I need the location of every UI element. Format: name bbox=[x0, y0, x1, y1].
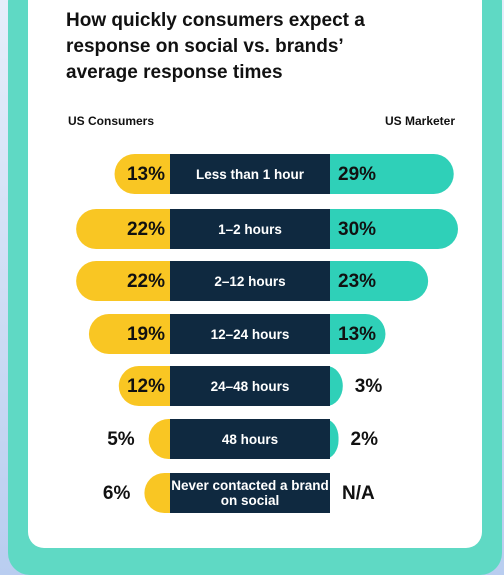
bar-left bbox=[76, 261, 190, 301]
bar-left bbox=[76, 209, 190, 249]
value-label: N/A bbox=[342, 483, 375, 504]
category-box bbox=[170, 154, 330, 194]
category-box bbox=[170, 314, 330, 354]
bar-left bbox=[88, 314, 190, 354]
value-label: 13% bbox=[127, 164, 165, 185]
value-label: 2% bbox=[351, 429, 379, 450]
category-box-text: 24–48 hours bbox=[210, 378, 290, 394]
title-box: How quickly consumers expect a response … bbox=[66, 10, 365, 83]
value-label: 12% bbox=[127, 376, 165, 397]
category-box-text: 2–12 hours bbox=[214, 273, 286, 289]
category-label: 2–12 hours bbox=[214, 273, 286, 289]
value-label: 30% bbox=[338, 219, 376, 240]
category-box-text: 12–24 hours bbox=[210, 326, 290, 342]
category-label: Less than 1 hour bbox=[195, 166, 305, 182]
category-label: 24–48 hours bbox=[210, 378, 290, 394]
value-label: 6% bbox=[103, 483, 131, 504]
value-label: 22% bbox=[127, 271, 165, 292]
value-label: 19% bbox=[127, 324, 165, 345]
value-label: 13% bbox=[338, 324, 376, 345]
legend-right: US Marketer bbox=[385, 114, 455, 128]
category-box bbox=[170, 419, 330, 459]
value-label: 29% bbox=[338, 164, 376, 185]
legend-left: US Consumers bbox=[68, 114, 154, 128]
category-box bbox=[170, 261, 330, 301]
category-box bbox=[170, 473, 330, 513]
value-label: 23% bbox=[338, 271, 376, 292]
category-box-text: 1–2 hours bbox=[218, 221, 282, 237]
category-box bbox=[170, 209, 330, 249]
category-box-text: Never contacted a brand on social bbox=[171, 478, 329, 508]
category-label: 12–24 hours bbox=[210, 326, 290, 342]
bar-right bbox=[310, 261, 429, 301]
value-label: 22% bbox=[127, 219, 165, 240]
bar-right bbox=[310, 209, 458, 249]
category-box bbox=[170, 366, 330, 406]
bar-right bbox=[310, 154, 454, 194]
value-label: 3% bbox=[355, 376, 383, 397]
category-box-text: Less than 1 hour bbox=[195, 166, 305, 182]
category-label: 48 hours bbox=[221, 431, 279, 447]
category-label: 1–2 hours bbox=[218, 221, 282, 237]
category-box-text: 48 hours bbox=[221, 431, 279, 447]
category-label: Never contacted a brand on social bbox=[171, 478, 329, 508]
value-label: 5% bbox=[107, 429, 135, 450]
chart-title: How quickly consumers expect a response … bbox=[66, 10, 365, 83]
